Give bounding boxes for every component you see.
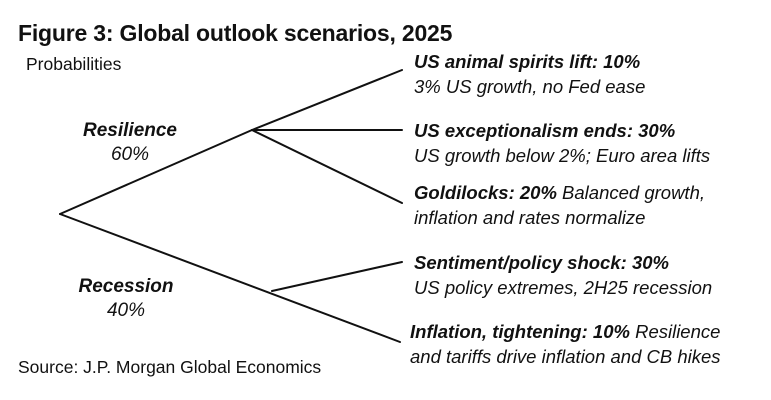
scenario-rest: : 30%	[620, 252, 669, 273]
branch-recession-probability: 40%	[106, 300, 146, 321]
scenario-rest: Balanced growth,	[556, 182, 705, 203]
scenario-us-animal-spirits: US animal spirits lift: 10% 3% US growth…	[414, 49, 645, 99]
branch-recession-name: Recession	[78, 276, 174, 297]
scenario-us-exceptionalism-ends: US exceptionalism ends: 30% US growth be…	[414, 118, 710, 168]
branch-recession: Recession 40%	[64, 275, 188, 323]
figure-subtitle: Probabilities	[26, 54, 122, 74]
leaf-line-sentiment-shock	[271, 261, 403, 292]
figure-title: Figure 3: Global outlook scenarios, 2025	[18, 20, 453, 46]
scenario-head: Goldilocks: 20%	[414, 182, 557, 203]
branch-resilience-name: Resilience	[83, 120, 177, 141]
scenario-goldilocks: Goldilocks: 20% Balanced growth, inflati…	[414, 180, 705, 230]
leaf-line-goldilocks	[251, 129, 403, 204]
scenario-head: US animal spirits lift: 10%	[414, 51, 641, 72]
branch-resilience: Resilience 60%	[68, 119, 192, 167]
scenario-head: Inflation, tightening: 10%	[410, 321, 630, 342]
scenario-line2: and tariffs drive inflation and CB hikes	[410, 346, 721, 367]
branch-line-resilience	[59, 129, 253, 215]
scenario-line2: US policy extremes, 2H25 recession	[414, 277, 713, 298]
branch-resilience-probability: 60%	[110, 144, 150, 165]
scenario-head: Sentiment/policy shock	[414, 252, 621, 273]
scenario-line2: inflation and rates normalize	[414, 207, 646, 228]
branch-line-recession	[59, 213, 401, 343]
source-note: Source: J.P. Morgan Global Economics	[18, 357, 322, 377]
scenario-inflation-tightening: Inflation, tightening: 10% Resilience an…	[410, 319, 721, 369]
scenario-rest: Resilience	[629, 321, 721, 342]
scenario-sentiment-policy-shock: Sentiment/policy shock: 30% US policy ex…	[414, 250, 712, 300]
scenario-line2: 3% US growth, no Fed ease	[414, 76, 646, 97]
scenario-line2: US growth below 2%; Euro area lifts	[414, 145, 711, 166]
scenario-head: US exceptionalism ends: 30%	[414, 120, 676, 141]
leaf-line-animal-spirits	[251, 69, 403, 131]
